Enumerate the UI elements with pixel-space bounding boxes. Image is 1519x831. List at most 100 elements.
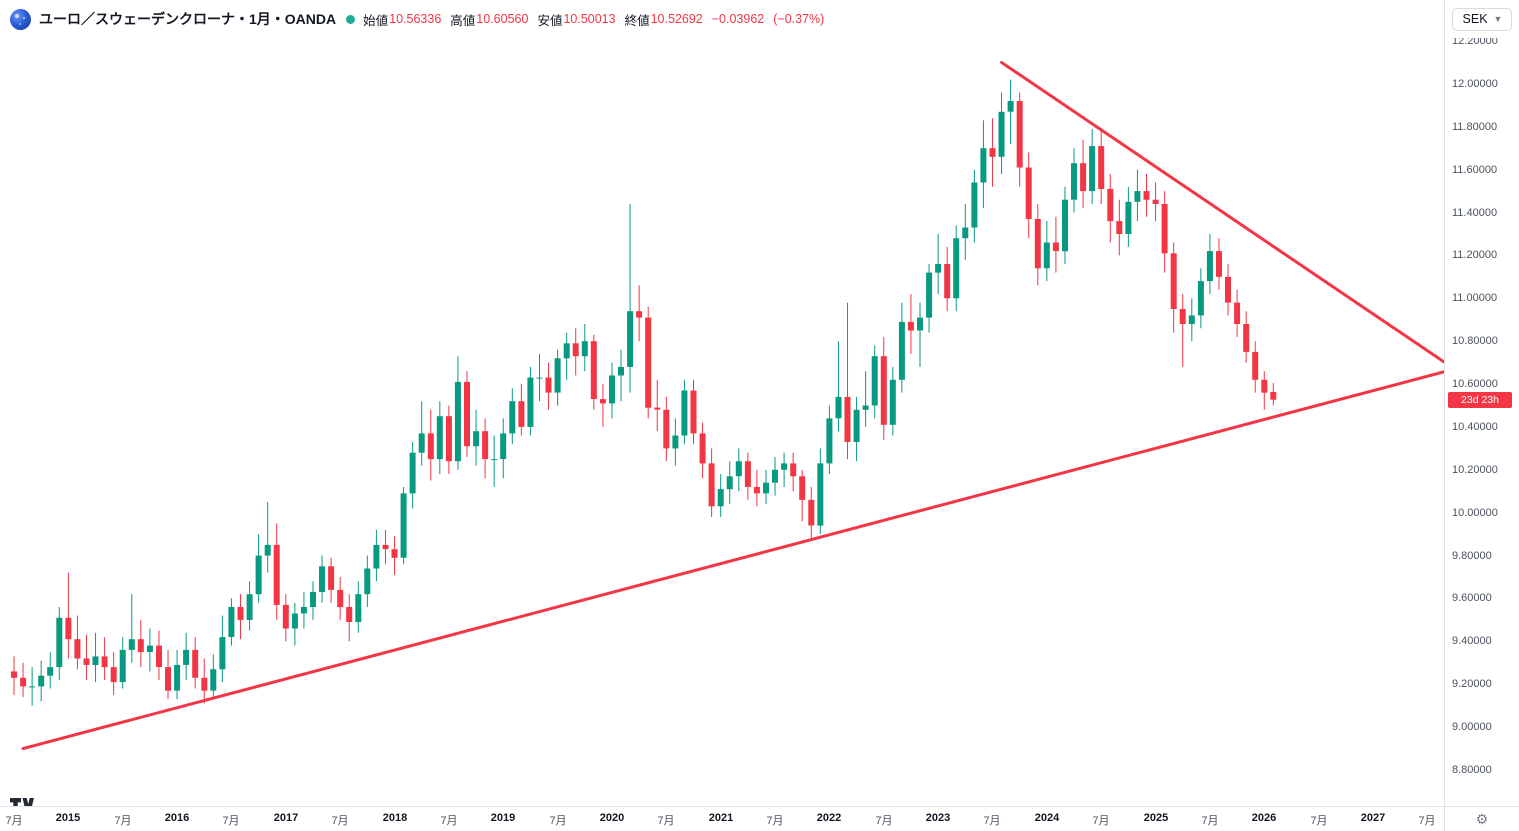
time-axis[interactable]: 7月 2015 7月 2016 7月 2017 7月 2018 7月 2019 7月 2020 7月 20… [0, 806, 1444, 831]
open-value: 10.56336 [389, 12, 442, 26]
candle-body [681, 390, 688, 436]
price-axis[interactable]: 23d 23h 12.20000 12.00000 11.80000 11.60000… [1444, 35, 1519, 806]
time-axis-label: 2027 [1360, 812, 1386, 824]
candle-body [1234, 302, 1241, 324]
candle-body [708, 463, 715, 507]
candle-body [554, 358, 561, 393]
time-axis-label: 2026 [1251, 812, 1277, 824]
candle-body [989, 148, 996, 157]
gear-icon[interactable]: ⚙ [1475, 811, 1489, 827]
candle-body [726, 476, 733, 490]
candle-body [65, 617, 72, 640]
price-axis-label: 9.60000 [1452, 592, 1492, 604]
time-axis-label: 2021 [708, 812, 734, 824]
candle-body [201, 677, 208, 691]
time-axis-label: 7月 [657, 815, 675, 827]
candle-body [20, 677, 27, 687]
candle-body [174, 664, 181, 691]
time-axis-label: 2022 [816, 812, 842, 824]
candle-body [1134, 191, 1141, 202]
instrument-logo-icon[interactable] [10, 8, 31, 30]
candle-body [47, 667, 54, 676]
candle-body [391, 549, 398, 558]
candle-body [627, 311, 634, 367]
candle-body [337, 589, 344, 608]
candle-body [1206, 251, 1213, 282]
time-axis-label: 7月 [1418, 815, 1436, 827]
candle-body [210, 669, 217, 691]
candle-body [128, 639, 135, 650]
candle-body [599, 399, 606, 404]
candle-body [826, 418, 833, 464]
candle-body [346, 607, 353, 622]
symbol-title[interactable]: ユーロ／スウェーデンクローナ・1月・OANDA [39, 11, 337, 27]
candle-body [328, 566, 335, 590]
candle-body [500, 433, 507, 460]
candle-body [753, 487, 760, 494]
price-axis-label: 9.20000 [1452, 678, 1492, 690]
candle-body [219, 637, 226, 670]
candle-body [1216, 251, 1222, 277]
candle-body [1152, 199, 1159, 204]
candle-body [237, 607, 244, 620]
candle-body [291, 613, 298, 629]
candle-body [527, 377, 534, 427]
candle-body [808, 499, 815, 526]
time-axis-label: 7月 [5, 815, 23, 827]
candle-body [146, 645, 153, 652]
candle-body [436, 416, 443, 460]
candle-body [74, 639, 81, 659]
candle-body [545, 377, 552, 393]
candle-body [482, 431, 489, 460]
candle-body [1043, 242, 1050, 269]
legend-open: 始値 10.56336 [363, 10, 441, 29]
ohlc-legend: 始値 10.56336 高値 10.60560 安値 10.50013 終値 1… [363, 10, 824, 29]
time-axis-label: 7月 [983, 815, 1001, 827]
time-axis-label: 7月 [222, 815, 240, 827]
candle-body [11, 671, 17, 678]
time-axis-label: 2017 [273, 812, 299, 824]
trendline-ascending-support[interactable] [21, 369, 1444, 751]
currency-toggle-button[interactable]: SEK ▼ [1444, 0, 1519, 38]
trendline-descending-resistance[interactable] [1000, 60, 1444, 369]
chevron-down-icon: ▼ [1493, 13, 1503, 24]
candle-body [871, 356, 878, 406]
candle-body [563, 343, 570, 359]
candle-body [273, 544, 280, 605]
change-value: −0.03962 [711, 12, 765, 26]
time-axis-label: 7月 [440, 815, 458, 827]
candle-body [83, 658, 90, 665]
candle-body [889, 379, 896, 425]
candle-body [1062, 199, 1068, 252]
candle-body [427, 433, 434, 460]
candle-body [400, 493, 407, 558]
candle-body [1270, 391, 1277, 400]
high-value: 10.60560 [476, 12, 529, 26]
candle-body [364, 568, 371, 595]
candle-body [29, 686, 36, 688]
candle-body [409, 452, 416, 494]
close-value: 10.52692 [650, 12, 703, 26]
price-axis-label: 10.00000 [1452, 507, 1498, 519]
price-axis-label: 11.00000 [1452, 292, 1498, 304]
candle-body [1016, 101, 1023, 168]
candle-body [310, 592, 316, 607]
candle-body [1170, 253, 1177, 309]
legend-high: 高値 10.60560 [450, 10, 528, 29]
candle-body [763, 482, 769, 494]
time-axis-label: 2019 [490, 812, 516, 824]
candle-body [917, 317, 923, 331]
candle-body [192, 649, 199, 678]
price-axis-label: 11.20000 [1452, 249, 1498, 261]
candle-body [880, 356, 887, 425]
candle-body [1252, 351, 1259, 380]
bar-countdown-badge: 23d 23h [1448, 392, 1512, 408]
time-axis-label: 2015 [55, 812, 81, 824]
axis-corner: ⚙ [1444, 806, 1519, 831]
chart-pane[interactable] [0, 38, 1444, 806]
price-axis-label: 8.80000 [1452, 764, 1492, 776]
candle-body [799, 476, 806, 500]
low-label: 安値 [537, 13, 563, 28]
candle-body [772, 469, 778, 483]
candle-body [1071, 163, 1077, 200]
